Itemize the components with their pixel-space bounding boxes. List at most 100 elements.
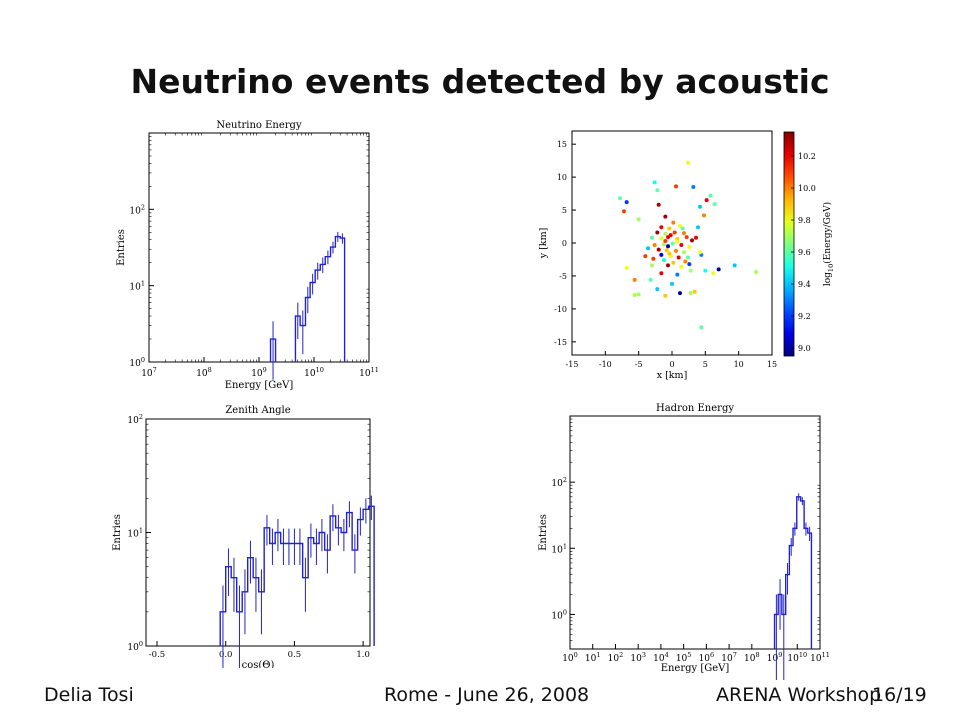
data-point <box>636 217 641 222</box>
x-tick-label: 108 <box>196 366 212 379</box>
x-tick-label: 109 <box>251 366 267 379</box>
data-point <box>671 260 676 265</box>
data-point <box>652 180 657 185</box>
data-point <box>650 263 654 268</box>
y-tick-label: 102 <box>129 203 145 216</box>
page-number: 16/19 <box>872 684 927 706</box>
footer-author: Delia Tosi <box>44 684 134 706</box>
y-tick-label: -5 <box>559 272 567 281</box>
data-point <box>666 263 670 268</box>
data-point <box>688 268 693 273</box>
neutrino-energy-chart: 107 108 109 1010 1011 100 101 102 Neutrino Energ… <box>116 120 379 391</box>
chart-title: Zenith Angle <box>225 405 290 416</box>
plot-frame <box>145 418 371 647</box>
x-tick-label: 101 <box>585 651 601 664</box>
chart-title: Neutrino Energy <box>216 120 302 131</box>
data-point <box>703 268 708 273</box>
data-point <box>667 226 672 231</box>
zenith-histogram <box>219 505 375 646</box>
x-tick-label: 0 <box>669 360 674 369</box>
data-point <box>674 184 678 189</box>
data-point <box>664 248 669 253</box>
data-point <box>648 277 653 282</box>
data-point <box>659 236 664 241</box>
data-point <box>699 325 704 330</box>
data-point <box>659 271 664 276</box>
data-point <box>663 214 668 219</box>
y-tick-label: 10 <box>557 173 567 182</box>
x-tick-label: 103 <box>630 651 646 664</box>
data-point <box>643 254 648 259</box>
colorbar-tick-label: 9.6 <box>798 248 811 257</box>
data-point <box>678 223 682 228</box>
data-point <box>652 242 657 247</box>
x-tick-label: -10 <box>599 360 612 369</box>
x-tick-label: 100 <box>562 651 578 664</box>
x-tick-label: -5 <box>635 360 643 369</box>
data-point <box>655 230 660 235</box>
x-tick-label: 108 <box>744 651 760 664</box>
x-tick-label: -15 <box>566 360 579 369</box>
y-tick-label: 5 <box>562 206 567 215</box>
position-scatter-chart: -15 -10 -5 0 5 10 15 -15 -10 -5 0 5 10 15 x [km] y [km]… <box>538 130 835 381</box>
data-point <box>754 269 758 274</box>
data-point <box>650 235 654 240</box>
x-tick-label: -0.5 <box>149 650 165 660</box>
y-tick-label: 100 <box>129 356 145 369</box>
data-point <box>698 204 702 209</box>
data-point <box>698 250 702 255</box>
x-tick-label: 5 <box>703 360 708 369</box>
data-point <box>651 256 656 261</box>
colorbar-label: log10(Energy/GeV) <box>822 202 835 286</box>
data-point <box>632 293 637 298</box>
data-point <box>656 247 661 252</box>
data-point <box>624 200 629 205</box>
y-tick-label: 100 <box>551 608 567 621</box>
data-point <box>675 239 680 244</box>
x-tick-label: 1010 <box>787 651 807 664</box>
hadron-energy-chart: 100 101 102 103 104 105 106 107 108 109 1010 1011 10… <box>538 403 830 680</box>
chart-title: Hadron Energy <box>656 403 734 414</box>
data-point <box>655 188 660 193</box>
data-point <box>659 252 664 257</box>
x-tick-label: 1010 <box>304 366 324 379</box>
y-tick-label: -15 <box>554 338 567 347</box>
y-tick-label: 15 <box>557 140 567 149</box>
data-point <box>716 267 721 272</box>
data-point <box>732 263 737 268</box>
x-tick-label: 10 <box>734 360 744 369</box>
data-point <box>682 250 686 255</box>
data-point <box>712 202 717 207</box>
x-tick-label: 104 <box>653 651 669 664</box>
x-tick-label: 1011 <box>810 651 830 664</box>
data-point <box>662 258 666 263</box>
colorbar-tick-label: 9.8 <box>798 216 811 225</box>
y-tick-label: 0 <box>562 239 567 248</box>
colorbar-tick-label: 10.0 <box>798 184 816 193</box>
data-point <box>672 230 677 235</box>
x-tick-label: 109 <box>767 651 783 664</box>
data-point <box>671 220 676 225</box>
plot-frame <box>569 415 821 650</box>
x-tick-label: 0.5 <box>288 650 302 660</box>
x-axis-label: cos(Θ) <box>242 660 275 668</box>
data-point <box>622 209 626 214</box>
data-point <box>662 242 666 247</box>
data-point <box>686 255 690 260</box>
data-point <box>708 193 713 198</box>
slide-title: Neutrino events detected by acoustic <box>130 62 830 101</box>
x-tick-label: 15 <box>767 360 777 369</box>
x-tick-label: 0.0 <box>219 650 233 660</box>
y-tick-label: 102 <box>551 476 567 489</box>
x-axis-label: Energy [GeV] <box>225 380 294 391</box>
y-axis-label: Entries <box>538 514 549 551</box>
data-point <box>702 213 706 218</box>
data-point <box>663 293 668 298</box>
data-point <box>696 225 700 230</box>
footer-workshop: ARENA Workshop <box>716 684 882 706</box>
data-point <box>663 239 668 244</box>
data-point <box>694 235 698 240</box>
data-point <box>632 277 637 282</box>
data-point <box>668 233 673 238</box>
x-tick-label: 107 <box>721 651 737 664</box>
